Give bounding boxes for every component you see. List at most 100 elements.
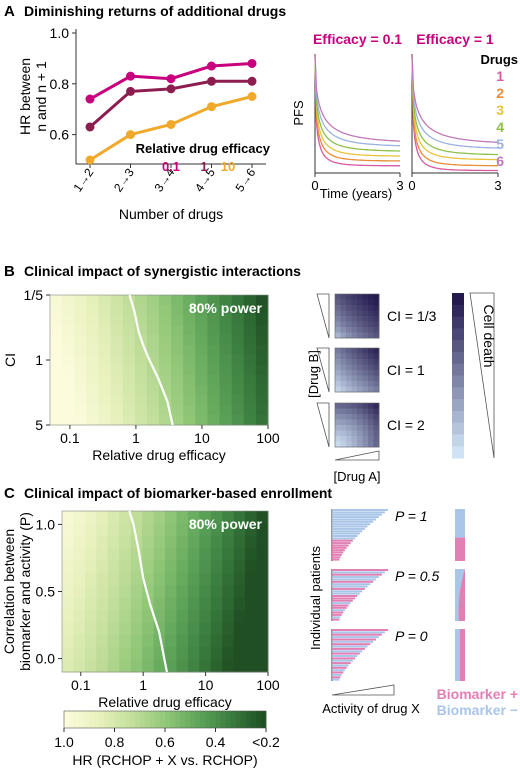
b1-cell (122, 315, 136, 326)
panel-c-title: Clinical impact of biomarker-based enrol… (24, 485, 332, 501)
b2-drug-b-wedge (316, 347, 330, 393)
a2-pfs-curve (411, 53, 498, 156)
b2-square-cell (373, 441, 380, 448)
b2-square-cell (340, 305, 347, 311)
b2-square-cell (357, 375, 363, 382)
c1-cell (96, 659, 109, 673)
b2-square-cell (373, 348, 380, 354)
b2-square-cell (362, 364, 369, 371)
b2-square-cell (346, 348, 352, 354)
c1-cell (107, 523, 120, 537)
b2-square-cell (357, 327, 363, 333)
a1-point (247, 58, 257, 68)
b1-cell (98, 355, 111, 366)
b1-cell (231, 295, 245, 306)
c1-cell (62, 659, 74, 673)
b2-colorbar-cell (452, 422, 464, 435)
b1-cell (231, 375, 245, 386)
b2-square-cell (368, 310, 374, 317)
c2-patient-bar (332, 571, 385, 574)
c1-cell (142, 560, 154, 574)
panel-b-title: Clinical impact of synergistic interacti… (24, 263, 301, 279)
b1-cell (62, 365, 75, 376)
c1-cell (210, 597, 223, 611)
b2-square-cell (373, 381, 380, 387)
c1-cell (210, 610, 223, 623)
b2-square-cell (368, 370, 374, 376)
b1-cell (183, 335, 196, 346)
c1-cell (119, 535, 132, 549)
b2-square-cell (335, 305, 341, 311)
c1-cell (165, 597, 177, 611)
cbar-cell (245, 711, 252, 728)
b1-cell (74, 295, 87, 306)
b1-cell (243, 385, 257, 396)
c1-cell (187, 622, 200, 636)
b1-cell (50, 315, 63, 326)
b2-square-cell (373, 364, 380, 371)
b2-square-cell (362, 348, 369, 354)
c2-summary-plus (455, 537, 465, 561)
b2-square-cell (368, 425, 374, 431)
c1-cell (210, 548, 223, 562)
b1-cell (183, 355, 196, 366)
b1-cell (122, 405, 136, 416)
b1-cell (146, 295, 160, 306)
b2-square-cell (357, 419, 363, 426)
c1-cell (199, 572, 212, 586)
b1-cell (74, 335, 87, 346)
b2-square-cell (351, 419, 358, 426)
c1-cell (73, 597, 86, 611)
c2-patient-bar (332, 606, 347, 609)
panel-b-letter: B (4, 263, 15, 280)
b2-square-cell (351, 332, 358, 339)
c2-patient-bar (332, 618, 340, 621)
b2-square-cell (362, 370, 369, 376)
b2-square-cell (368, 364, 374, 371)
c1-cell (187, 523, 200, 537)
b1-cell (110, 355, 124, 366)
b2-ci-label: CI = 2 (387, 417, 425, 433)
b2-square-cell (346, 436, 352, 442)
cbar-cell (235, 711, 242, 728)
b2-square-cell (362, 327, 369, 333)
c2-patient-bar (332, 509, 388, 511)
a1-y-tick-label: 0.8 (50, 76, 70, 92)
c1-cell (153, 585, 166, 599)
chart-c-heatmap: 80% power 0.1 1 10 100 Relative drug efficacy… (1, 510, 280, 710)
b2-square-cell (373, 310, 380, 317)
b2-square-cell (368, 403, 374, 409)
b1-cell (255, 415, 269, 426)
b1-cell (134, 325, 148, 336)
b2-square-cell (340, 370, 347, 376)
cbar-cell (144, 711, 151, 728)
b2-square-cell (368, 408, 374, 415)
b1-cell (134, 375, 148, 386)
b1-cell (134, 305, 148, 316)
b2-square-cell (346, 364, 352, 371)
a2-pfs-curve (314, 53, 400, 147)
b2-square-cell (373, 305, 380, 311)
c1-y-tick-label: 1.0 (36, 516, 56, 532)
c1-cell (176, 634, 189, 648)
c1-cell (130, 610, 143, 623)
c1-cell (256, 523, 269, 537)
b1-cell (231, 315, 245, 326)
b2-square-cell (368, 359, 374, 365)
c2-patient-bar (332, 580, 374, 583)
b2-square-cell (373, 294, 380, 300)
cbar-cell (215, 711, 221, 728)
b1-cell (110, 415, 124, 426)
b1-cell (207, 365, 220, 376)
b2-square-cell (362, 441, 369, 448)
b2-square-cell (351, 408, 358, 415)
b2-square-cell (368, 386, 374, 393)
b2-square-cell (335, 321, 341, 328)
b1-cell (231, 365, 245, 376)
c1-cell (210, 585, 223, 599)
cbar-label: HR (RCHOP + X vs. RCHOP) (72, 752, 257, 768)
b1-cell (62, 335, 75, 346)
b2-square-frame (334, 293, 380, 339)
a1-point (207, 61, 216, 71)
cbar-cell (94, 711, 100, 728)
